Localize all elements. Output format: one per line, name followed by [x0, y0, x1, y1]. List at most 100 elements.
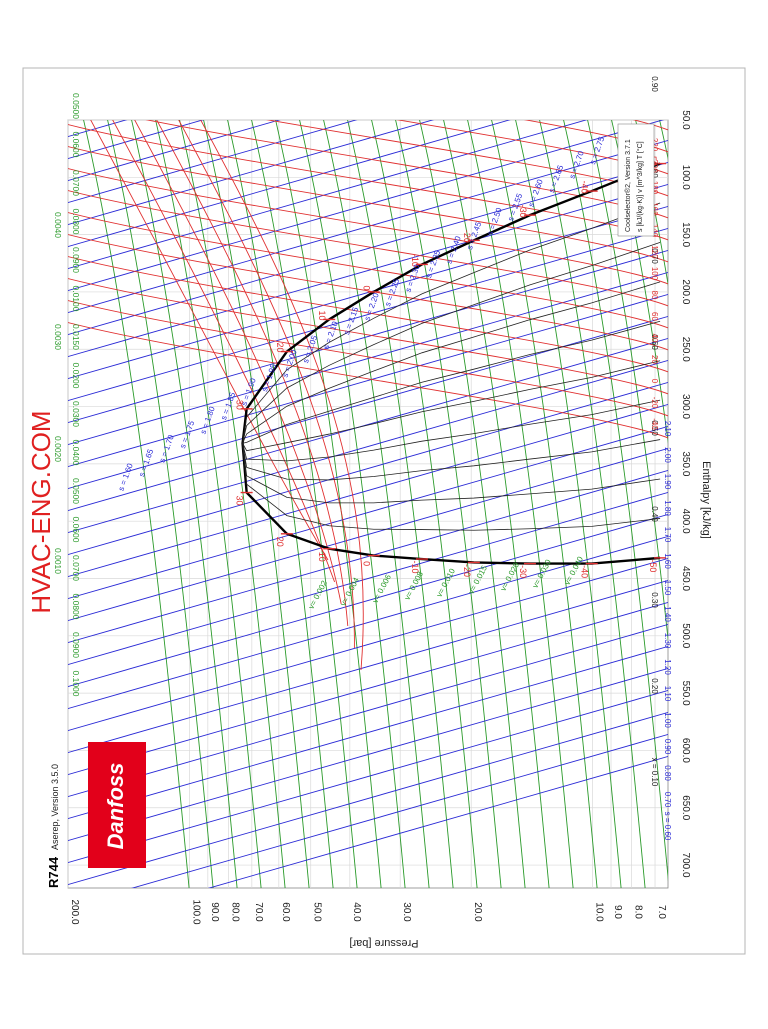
isentrope-line: [68, 623, 668, 798]
quality-line: [242, 443, 661, 504]
quality-line: [242, 443, 661, 531]
entropy-bottom-label: 1.70: [663, 527, 672, 543]
isochore-line: [539, 120, 646, 888]
isochore-line: [203, 120, 310, 888]
y-tick-label: 80.0: [229, 902, 240, 922]
volume-top-label: 0.1000: [71, 671, 81, 697]
volume-top-label: 0.0900: [71, 247, 81, 273]
isentrope-line: [207, 755, 668, 888]
temperature-top-label: 40: [650, 334, 659, 343]
isentrope-line: [63, 0, 673, 116]
page-border: [22, 67, 746, 955]
isentrope-line: [68, 359, 668, 534]
y-tick-label: 200.0: [69, 899, 80, 924]
y-tick-label: 90.0: [209, 902, 220, 922]
volume-top-label: 0.0150: [71, 324, 81, 350]
isentrope-line: [68, 337, 668, 512]
legend-units: s [kJ/(kg·K)] v [m^3/kg] T [°C]: [636, 141, 644, 232]
temperature-top-label: 200: [650, 159, 659, 173]
volume-top-label: 0.0700: [71, 555, 81, 581]
temperature-top-label: -40: [650, 418, 659, 430]
gridlines: [67, 119, 668, 888]
isotherm-line: [134, 120, 342, 605]
isotherm-line: [68, 212, 668, 329]
isentrope-line: [68, 120, 435, 226]
isochore-line: [323, 120, 430, 888]
isentrope-line: [68, 667, 668, 842]
refrigerant-label: R744: [46, 856, 61, 888]
quality-label: 0.70: [650, 248, 659, 264]
isentrope-line: [68, 161, 668, 336]
isotherm-line: [112, 120, 336, 583]
entropy-bottom-label: 1.40: [663, 606, 672, 622]
isotherm-line: [58, 0, 673, 88]
isotherm-line: [156, 120, 349, 627]
isochore-line: [563, 120, 668, 882]
x-tick-label: 450.0: [680, 566, 691, 591]
volume-top-label: 0.0200: [71, 363, 81, 389]
entropy-bottom-label: 1.50: [663, 580, 672, 596]
volume-top-label: 0.0600: [71, 517, 81, 543]
isotherm-label: -20: [462, 564, 472, 577]
volume-left-label: 0.0030: [53, 324, 63, 350]
x-tick-label: 300.0: [680, 394, 691, 419]
y-tick-label: 8.0: [633, 905, 644, 919]
quality-line: [242, 281, 661, 444]
isotherm-label: -10: [410, 254, 420, 267]
isentrope-line: [68, 120, 665, 292]
isotherm-line: [68, 322, 668, 439]
quality-label: 0.40: [650, 506, 659, 522]
isochore-line: [491, 120, 598, 888]
entropy-bottom-label: 2.00: [663, 447, 672, 463]
isochore-line: [131, 120, 238, 888]
isentrope-line: [68, 271, 668, 446]
quality-label: 0.30: [650, 592, 659, 608]
isentrope-line: [68, 139, 668, 314]
isotherm-line: [68, 168, 668, 285]
entropy-bottom-label: 1.20: [663, 659, 672, 675]
isentrope-line: [68, 315, 668, 490]
isotherm-line: [178, 120, 355, 649]
isentrope-line: [68, 120, 588, 270]
y-tick-label: 70.0: [253, 902, 264, 922]
isotherm-line: [68, 234, 668, 351]
entropy-bottom-label: 1.00: [663, 712, 672, 728]
quality-line: [242, 242, 661, 444]
x-axis-title: Enthalpy [kJ/kg]: [700, 461, 712, 539]
quality-label: 0.50: [650, 420, 659, 436]
x-tick-label: 550.0: [680, 681, 691, 706]
y-tick-label: 30.0: [401, 902, 412, 922]
temperature-top-label: 0: [650, 379, 659, 384]
isotherm-line: [200, 120, 364, 671]
temperature-top-label: 80: [650, 291, 659, 300]
x-tick-label: 600.0: [680, 738, 691, 763]
volume-top-label: 0.0700: [71, 170, 81, 196]
x-tick-label: 100.0: [680, 165, 691, 190]
isochore-line: [275, 120, 382, 888]
isochore-line: [371, 120, 478, 888]
entropy-bottom-label: 1.30: [663, 633, 672, 649]
isochore-line: [443, 120, 550, 888]
temperature-top-label: 20: [650, 355, 659, 364]
quality-label: 0.20: [650, 678, 659, 694]
isentrope-line: [68, 711, 668, 886]
isentrope-line: [68, 183, 668, 358]
isotherm-label: -40: [580, 181, 590, 194]
y-tick-label: 7.0: [656, 905, 667, 919]
saturation-dome: [240, 162, 667, 565]
entropy-bottom-label: 2.10: [663, 421, 672, 437]
entropy-bottom-label: 1.60: [663, 553, 672, 569]
isentrope-line: [131, 733, 668, 888]
x-tick-label: 50.0: [680, 110, 691, 130]
quality-line: [242, 202, 661, 444]
quality-label: 0.90: [650, 76, 659, 92]
isentrope-line: [68, 447, 668, 622]
isentrope-line: [68, 120, 128, 138]
legend-box: [617, 123, 655, 237]
isotherm-label: 0: [362, 285, 372, 290]
x-tick-label: 150.0: [680, 222, 691, 247]
quality-line: [242, 439, 661, 481]
y-tick-label: 60.0: [280, 902, 291, 922]
